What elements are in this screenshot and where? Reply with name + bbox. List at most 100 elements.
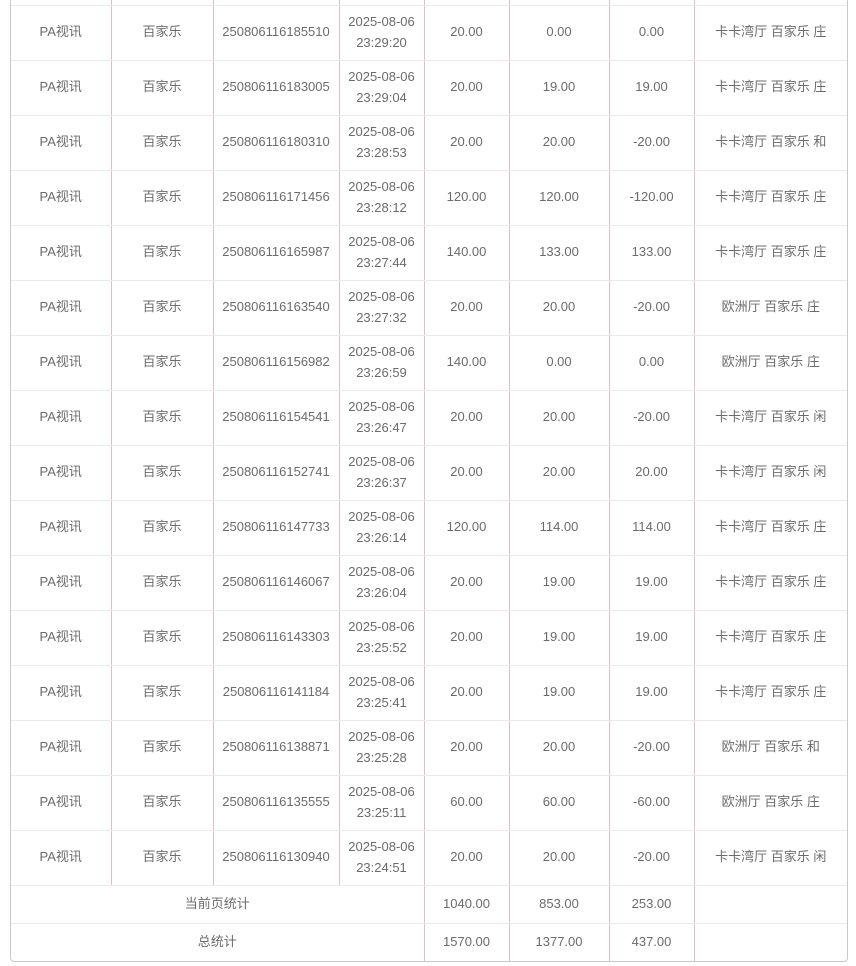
table-row: PA视讯 百家乐 250806116163540 2025-08-06 23:27:3… (11, 280, 847, 336)
game-type-cell: 百家乐 (111, 170, 214, 226)
total-summary-row-label: 总统计 (11, 923, 425, 961)
total-summary-row-win-loss: 437.00 (609, 923, 695, 961)
bet-time-cell: 2025-08-06 23:26:14 (339, 500, 425, 556)
game-type-cell: 百家乐 (111, 225, 214, 281)
bet-amount-cell (424, 0, 510, 6)
valid-amount-cell: 60.00 (509, 775, 610, 831)
table-row: PA视讯 百家乐 250806116135555 2025-08-06 23:25:1… (11, 775, 847, 831)
valid-amount-cell: 120.00 (509, 170, 610, 226)
valid-amount-cell: 20.00 (509, 830, 610, 886)
platform-cell: PA视讯 (11, 280, 112, 336)
records-body: PA视讯 百家乐 250806116185510 2025-08-06 23:29:2… (11, 0, 847, 961)
table-row: PA视讯 百家乐 250806116165987 2025-08-06 23:27:4… (11, 225, 847, 281)
bet-detail-cell: 欧洲厅 百家乐 和 (694, 720, 847, 776)
table-row: PA视讯 百家乐 250806116183005 2025-08-06 23:29:0… (11, 60, 847, 116)
order-number-cell: 250806116147733 (213, 500, 340, 556)
win-loss-cell: -60.00 (609, 775, 695, 831)
valid-amount-cell: 19.00 (509, 665, 610, 721)
bet-detail-cell: 卡卡湾厅 百家乐 庄 (694, 555, 847, 611)
bet-amount-cell: 20.00 (424, 280, 510, 336)
platform-cell: PA视讯 (11, 390, 112, 446)
table-row: PA视讯 百家乐 250806116130940 2025-08-06 23:24:5… (11, 830, 847, 886)
table-row: PA视讯 百家乐 250806116171456 2025-08-06 23:28:1… (11, 170, 847, 226)
valid-amount-cell: 133.00 (509, 225, 610, 281)
win-loss-cell: 0.00 (609, 335, 695, 391)
win-loss-cell: -20.00 (609, 115, 695, 171)
total-summary-row: 总统计 1570.00 1377.00 437.00 (11, 923, 847, 961)
valid-amount-cell: 20.00 (509, 720, 610, 776)
order-number-cell: 250806116156982 (213, 335, 340, 391)
valid-amount-cell: 19.00 (509, 60, 610, 116)
table-row-clipped (11, 0, 847, 6)
order-number-cell: 250806116180310 (213, 115, 340, 171)
valid-amount-cell: 0.00 (509, 335, 610, 391)
platform-cell: PA视讯 (11, 5, 112, 61)
current-page-summary-row: 当前页统计 1040.00 853.00 253.00 (11, 885, 847, 924)
table-row: PA视讯 百家乐 250806116185510 2025-08-06 23:29:2… (11, 5, 847, 61)
platform-cell (11, 0, 112, 6)
bet-amount-cell: 20.00 (424, 60, 510, 116)
win-loss-cell: 19.00 (609, 60, 695, 116)
bet-time-cell: 2025-08-06 23:25:41 (339, 665, 425, 721)
platform-cell: PA视讯 (11, 775, 112, 831)
current-page-summary-row-detail-empty (694, 885, 847, 924)
win-loss-cell: 133.00 (609, 225, 695, 281)
table-row: PA视讯 百家乐 250806116146067 2025-08-06 23:26:0… (11, 555, 847, 611)
platform-cell: PA视讯 (11, 60, 112, 116)
bet-time-cell: 2025-08-06 23:28:53 (339, 115, 425, 171)
game-type-cell: 百家乐 (111, 280, 214, 336)
table-row: PA视讯 百家乐 250806116138871 2025-08-06 23:25:2… (11, 720, 847, 776)
platform-cell: PA视讯 (11, 170, 112, 226)
valid-amount-cell: 19.00 (509, 610, 610, 666)
order-number-cell: 250806116141184 (213, 665, 340, 721)
bet-detail-cell: 欧洲厅 百家乐 庄 (694, 335, 847, 391)
valid-amount-cell: 19.00 (509, 555, 610, 611)
win-loss-cell: -120.00 (609, 170, 695, 226)
table-row: PA视讯 百家乐 250806116180310 2025-08-06 23:28:5… (11, 115, 847, 171)
win-loss-cell: -20.00 (609, 390, 695, 446)
game-type-cell: 百家乐 (111, 5, 214, 61)
platform-cell: PA视讯 (11, 500, 112, 556)
order-number-cell: 250806116165987 (213, 225, 340, 281)
total-summary-row-detail-empty (694, 923, 847, 961)
platform-cell: PA视讯 (11, 555, 112, 611)
game-type-cell: 百家乐 (111, 720, 214, 776)
bet-amount-cell: 20.00 (424, 720, 510, 776)
win-loss-cell (609, 0, 695, 6)
bet-amount-cell: 20.00 (424, 390, 510, 446)
bet-detail-cell: 卡卡湾厅 百家乐 庄 (694, 60, 847, 116)
bet-detail-cell: 卡卡湾厅 百家乐 庄 (694, 665, 847, 721)
order-number-cell: 250806116185510 (213, 5, 340, 61)
bet-time-cell: 2025-08-06 23:26:37 (339, 445, 425, 501)
platform-cell: PA视讯 (11, 720, 112, 776)
bet-time-cell: 2025-08-06 23:25:52 (339, 610, 425, 666)
table-row: PA视讯 百家乐 250806116147733 2025-08-06 23:26:1… (11, 500, 847, 556)
order-number-cell: 250806116146067 (213, 555, 340, 611)
bet-amount-cell: 20.00 (424, 5, 510, 61)
bet-detail-cell: 卡卡湾厅 百家乐 闲 (694, 390, 847, 446)
win-loss-cell: 20.00 (609, 445, 695, 501)
order-number-cell: 250806116130940 (213, 830, 340, 886)
bet-detail-cell: 卡卡湾厅 百家乐 和 (694, 115, 847, 171)
game-type-cell: 百家乐 (111, 555, 214, 611)
win-loss-cell: 19.00 (609, 610, 695, 666)
platform-cell: PA视讯 (11, 225, 112, 281)
bet-time-cell: 2025-08-06 23:26:04 (339, 555, 425, 611)
win-loss-cell: 0.00 (609, 5, 695, 61)
bet-amount-cell: 120.00 (424, 500, 510, 556)
bet-detail-cell: 卡卡湾厅 百家乐 庄 (694, 225, 847, 281)
bet-amount-cell: 20.00 (424, 830, 510, 886)
bet-time-cell: 2025-08-06 23:29:04 (339, 60, 425, 116)
total-summary-row-bet-amount: 1570.00 (424, 923, 510, 961)
bet-detail-cell: 卡卡湾厅 百家乐 庄 (694, 5, 847, 61)
records-table-container: PA视讯 百家乐 250806116185510 2025-08-06 23:29:2… (10, 0, 848, 962)
bet-amount-cell: 20.00 (424, 555, 510, 611)
table-row: PA视讯 百家乐 250806116143303 2025-08-06 23:25:5… (11, 610, 847, 666)
win-loss-cell: -20.00 (609, 830, 695, 886)
order-number-cell: 250806116143303 (213, 610, 340, 666)
valid-amount-cell: 20.00 (509, 115, 610, 171)
bet-time-cell: 2025-08-06 23:25:11 (339, 775, 425, 831)
bet-amount-cell: 20.00 (424, 445, 510, 501)
order-number-cell (213, 0, 340, 6)
table-row: PA视讯 百家乐 250806116141184 2025-08-06 23:25:4… (11, 665, 847, 721)
